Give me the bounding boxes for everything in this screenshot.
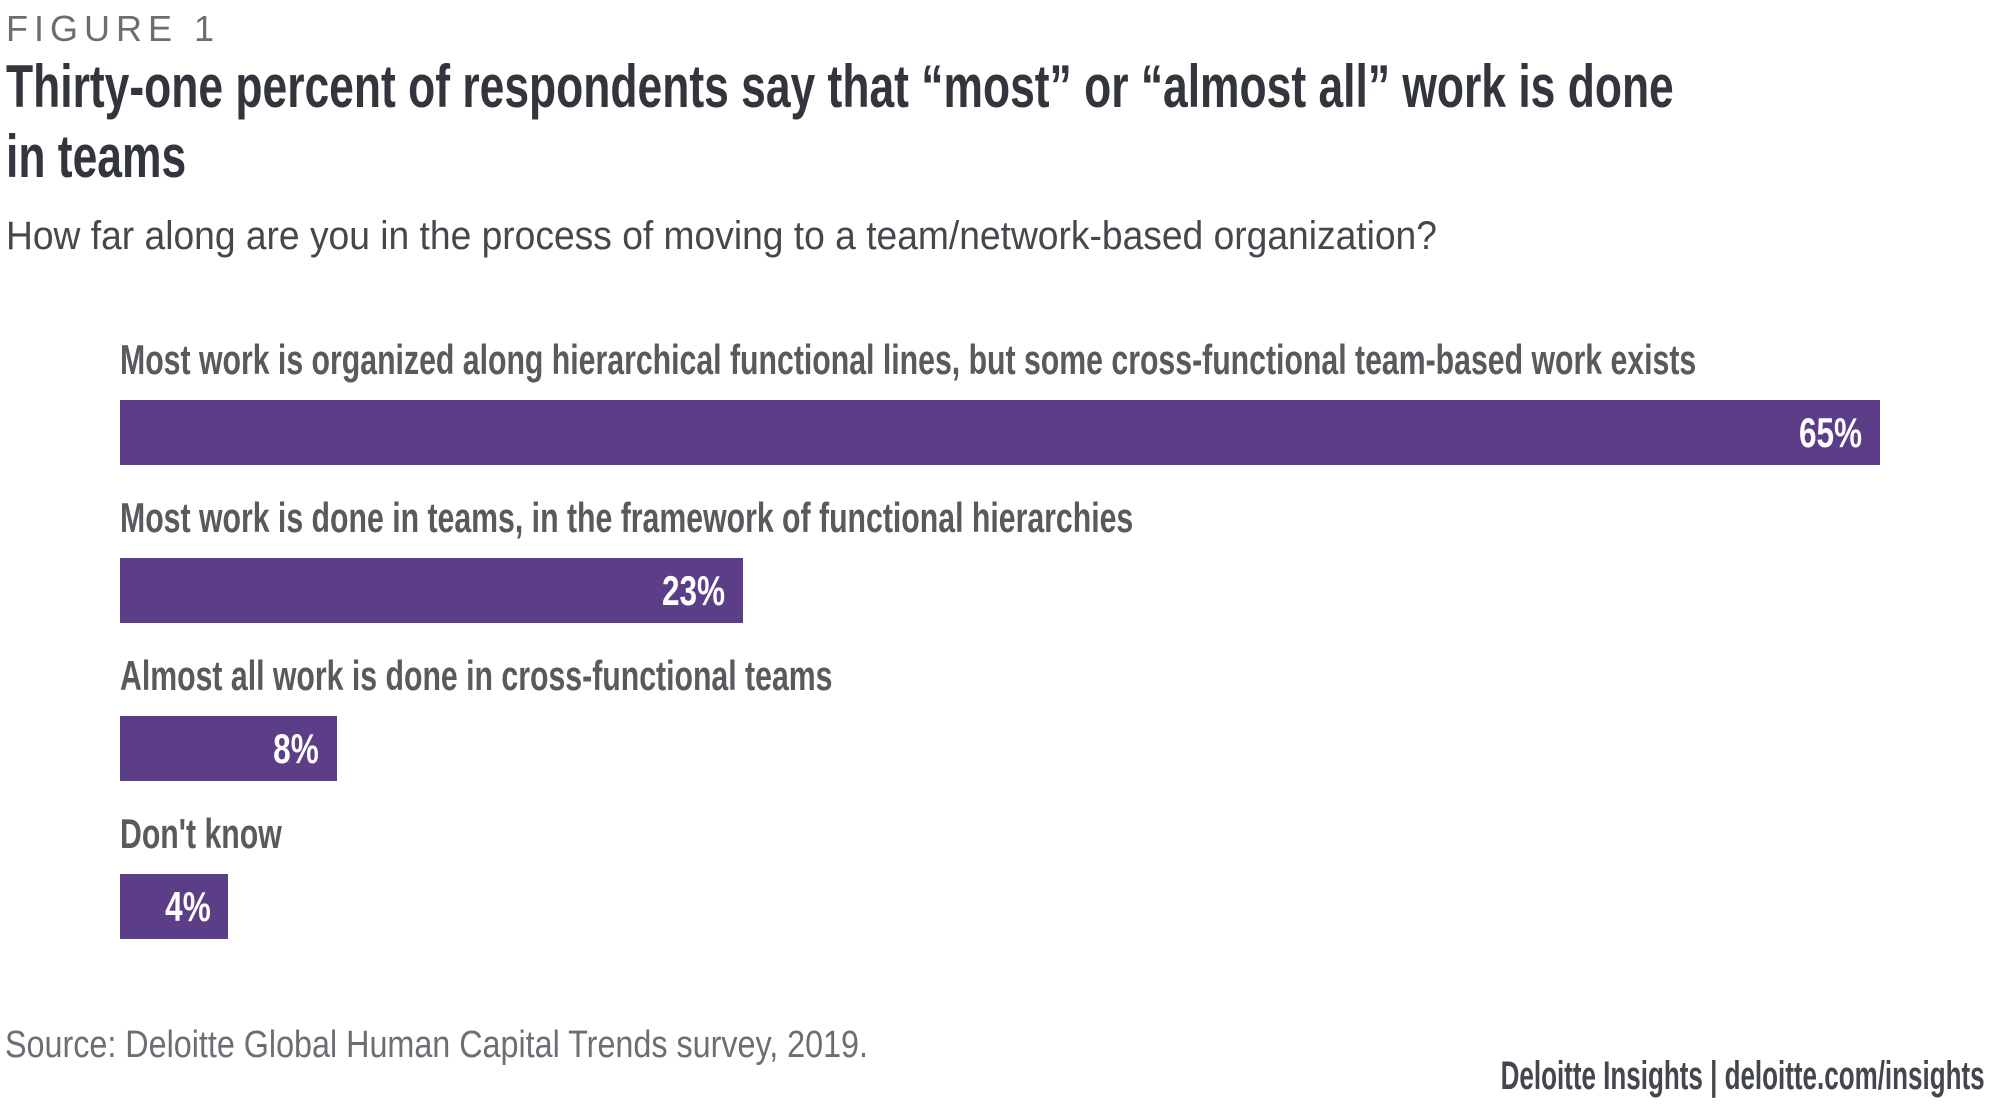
bar-category-label: Most work is done in teams, in the frame… (120, 494, 1134, 541)
bar: 23% (120, 558, 743, 623)
bar-category-label: Almost all work is done in cross-functio… (120, 652, 833, 699)
bar-chart: Most work is organized along hierarchica… (120, 338, 1880, 970)
bar-category-label: Most work is organized along hierarchica… (120, 336, 1697, 383)
deloitte-insights-attribution: Deloitte Insights | deloitte.com/insight… (1501, 1054, 1985, 1098)
source-note: Source: Deloitte Global Human Capital Tr… (5, 1024, 868, 1066)
figure-label: FIGURE 1 (6, 8, 221, 49)
clipped-attribution-line: Deloitte Insights | deloitte.com/insight… (1461, 1108, 1945, 1116)
bar: 8% (120, 716, 337, 781)
bar-value-label: 8% (273, 724, 319, 772)
bar-category-label: Don't know (120, 810, 282, 857)
figure-question-subtitle: How far along are you in the process of … (6, 214, 1437, 258)
chart-row: Most work is done in teams, in the frame… (120, 496, 1880, 623)
chart-row: Almost all work is done in cross-functio… (120, 654, 1880, 781)
bar-value-label: 65% (1798, 408, 1862, 456)
chart-row: Don't know 4% (120, 812, 1880, 939)
bar-value-label: 23% (661, 566, 725, 614)
figure-title: Thirty-one percent of respondents say th… (6, 53, 1674, 190)
bar: 4% (120, 874, 229, 939)
chart-row: Most work is organized along hierarchica… (120, 338, 1880, 465)
bar: 65% (120, 400, 1880, 465)
bar-value-label: 4% (164, 882, 211, 930)
